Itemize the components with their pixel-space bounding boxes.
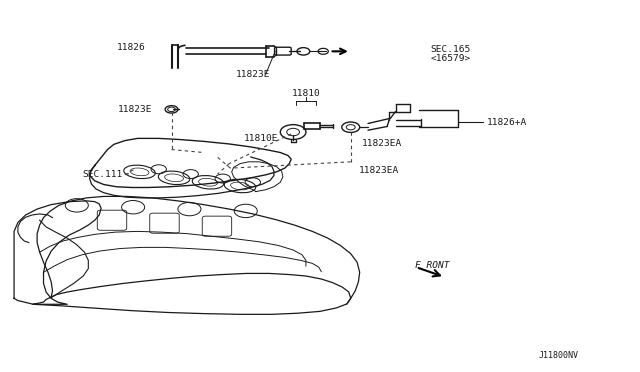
Text: 11810: 11810	[292, 89, 320, 98]
Text: 11826: 11826	[117, 43, 146, 52]
Text: 11810E: 11810E	[244, 134, 278, 143]
Text: 11823E: 11823E	[236, 70, 270, 79]
Text: <16579>: <16579>	[431, 54, 471, 63]
Text: 11823EA: 11823EA	[362, 139, 402, 148]
Text: SEC.111: SEC.111	[83, 170, 123, 179]
Text: F RONT: F RONT	[415, 262, 449, 270]
Text: 11823EA: 11823EA	[358, 166, 399, 175]
Text: SEC.165: SEC.165	[431, 45, 471, 54]
Text: J11800NV: J11800NV	[538, 351, 578, 360]
Text: 11823E: 11823E	[118, 105, 152, 114]
Text: 11826+A: 11826+A	[486, 118, 527, 127]
